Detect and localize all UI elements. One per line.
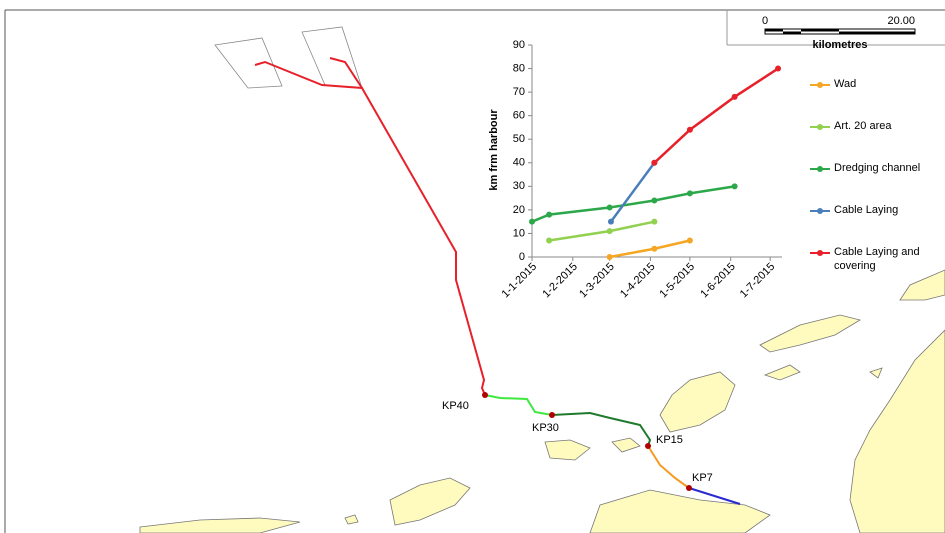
point — [607, 218, 614, 225]
map-label: KP30 — [532, 422, 559, 434]
point — [546, 237, 553, 244]
legend-label: Cable Laying and covering — [834, 246, 920, 272]
legend-label: Cable Laying — [834, 204, 899, 216]
land — [139, 269, 945, 533]
legend-marker — [817, 250, 823, 256]
y-tick-label: 70 — [513, 86, 525, 98]
x-tick-label: 1-4-2015 — [618, 261, 658, 301]
y-tick-label: 20 — [513, 204, 525, 216]
point — [651, 245, 658, 252]
x-tick-label: 1-2-2015 — [540, 261, 580, 301]
scale-unit: kilometres — [812, 39, 867, 51]
x-tick-label: 1-5-2015 — [657, 261, 697, 301]
y-tick-label: 90 — [513, 39, 525, 51]
point — [546, 211, 553, 218]
legend-item: Wad — [834, 78, 857, 90]
y-tick-label: 80 — [513, 62, 525, 74]
map-label: KP40 — [442, 400, 469, 412]
legend-marker — [817, 124, 823, 130]
legend-marker — [817, 166, 823, 172]
point — [651, 159, 658, 166]
y-tick-label: 0 — [519, 251, 525, 263]
y-tick-label: 50 — [513, 133, 525, 145]
series-line — [609, 239, 691, 259]
cable-route — [254, 57, 741, 505]
map-label: KP7 — [692, 472, 713, 484]
legend-label: Art. 20 area — [834, 120, 892, 132]
legend-label: Dredging channel — [834, 162, 921, 174]
series-line — [548, 220, 655, 242]
scale-bar: 0 20.00 kilometres — [726, 10, 945, 51]
point — [731, 93, 738, 100]
x-tick-label: 1-7-2015 — [738, 261, 778, 301]
kp-points — [482, 392, 692, 491]
series-line — [653, 67, 779, 164]
y-tick-label: 60 — [513, 110, 525, 122]
x-tick-label: 1-3-2015 — [577, 261, 617, 301]
point — [606, 228, 613, 235]
y-axis-label: km frm harbour — [488, 109, 500, 191]
series-line — [609, 162, 656, 223]
point — [606, 254, 613, 260]
y-tick-label: 10 — [513, 227, 525, 239]
point — [775, 65, 782, 72]
x-tick-label: 1-1-2015 — [500, 261, 540, 301]
legend-item: Cable Laying — [834, 204, 899, 216]
legend-label: Wad — [834, 78, 857, 90]
point — [686, 190, 693, 197]
legend-marker — [817, 82, 823, 88]
series-line — [531, 185, 735, 223]
point — [651, 197, 658, 204]
chart: km frm harbour 0 10 20 30 40 50 60 70 80 90 1-1-20… — [488, 39, 921, 301]
legend-item: Dredging channel — [834, 162, 921, 174]
y-tick-label: 30 — [513, 180, 525, 192]
point — [606, 204, 613, 211]
point — [686, 237, 693, 244]
point — [651, 218, 658, 225]
x-tick-label: 1-6-2015 — [698, 261, 738, 301]
legend-item: Cable Laying and covering — [834, 246, 920, 272]
legend-item: Art. 20 area — [834, 120, 892, 132]
legend-marker — [817, 208, 823, 214]
scale-label: 20.00 — [887, 15, 915, 27]
point — [731, 183, 738, 190]
map-label: KP15 — [656, 434, 683, 446]
scale-label: 0 — [762, 15, 768, 27]
y-tick-label: 40 — [513, 157, 525, 169]
zones — [214, 26, 363, 89]
point — [529, 218, 535, 225]
point — [686, 126, 693, 133]
